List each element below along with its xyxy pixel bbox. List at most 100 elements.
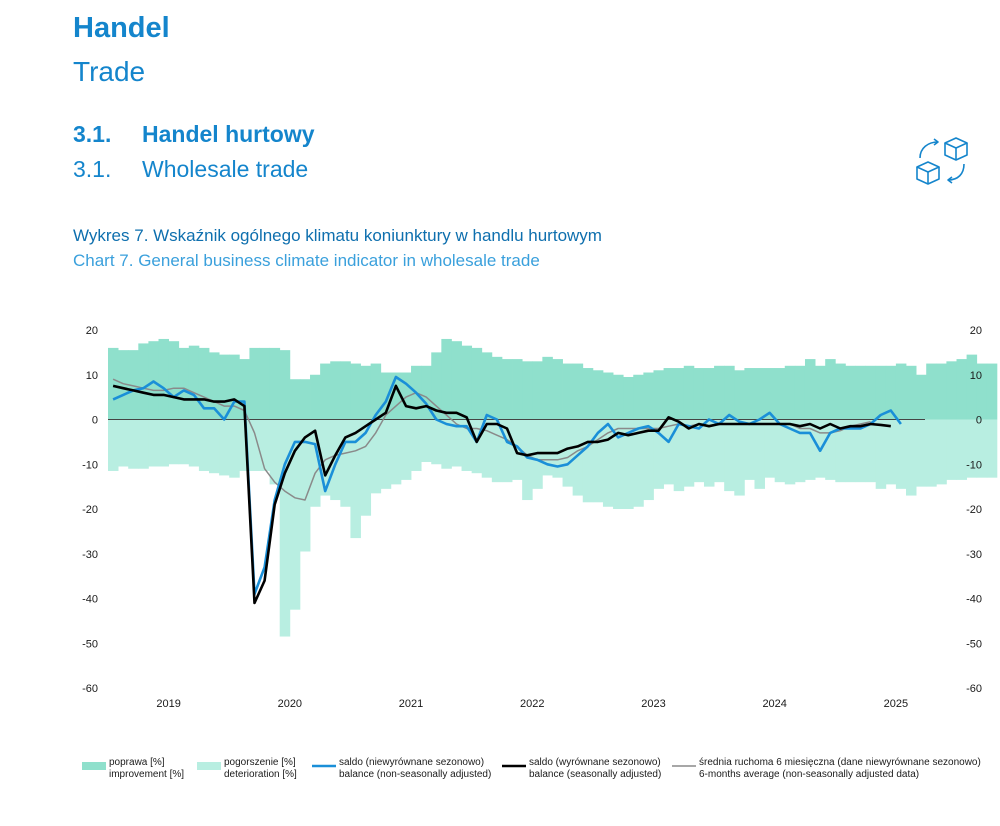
- y-tick-label-right: -40: [966, 594, 982, 606]
- deterioration-bar: [188, 419, 200, 467]
- improvement-bar: [481, 352, 493, 420]
- y-tick-label-right: -20: [966, 504, 982, 516]
- improvement-bar: [158, 338, 170, 420]
- deterioration-bar: [279, 419, 291, 637]
- deterioration-bar: [804, 419, 816, 480]
- deterioration-bar: [744, 419, 755, 480]
- improvement-bar: [633, 374, 644, 420]
- improvement-bar: [138, 343, 149, 420]
- deterioration-bar: [370, 419, 382, 494]
- improvement-bar: [683, 365, 695, 420]
- deterioration-bar: [118, 419, 129, 467]
- improvement-bar: [360, 365, 372, 420]
- improvement-bar: [380, 372, 392, 420]
- deterioration-bar: [562, 419, 574, 487]
- y-tick-label-left: -50: [82, 638, 98, 650]
- improvement-bar: [431, 352, 442, 420]
- improvement-bar: [370, 363, 382, 420]
- y-tick-label-left: 20: [86, 325, 98, 337]
- improvement-bar: [815, 365, 826, 420]
- improvement-bar: [906, 365, 917, 420]
- y-tick-label-left: -60: [82, 683, 98, 695]
- deterioration-bar: [906, 419, 917, 496]
- page-title: Handel: [73, 12, 170, 44]
- deterioration-bar: [794, 419, 806, 483]
- deterioration-bar: [259, 419, 271, 471]
- improvement-bar: [552, 359, 563, 420]
- deterioration-bars: [108, 419, 998, 637]
- deterioration-bar: [451, 419, 462, 467]
- business-climate-chart: 20 10 0 -10 -20 -30 -40 -50 -60 20 10 0 -10 -20 -30 -4…: [82, 325, 998, 710]
- chart-title-en: Chart 7. General business climate indica…: [73, 251, 540, 270]
- deterioration-bar: [764, 419, 776, 478]
- y-tick-label-right: -50: [966, 638, 982, 650]
- deterioration-bar: [178, 419, 190, 465]
- deterioration-bar: [916, 419, 927, 487]
- improvement-bar: [239, 359, 250, 420]
- deterioration-bar: [623, 419, 634, 509]
- section-number-en: 3.1.: [73, 156, 112, 182]
- section-title-pl: Handel hurtowy: [142, 121, 315, 147]
- improvement-bar: [693, 368, 705, 420]
- deterioration-bar: [148, 419, 159, 467]
- improvement-bar: [673, 368, 685, 420]
- deterioration-bar: [299, 419, 311, 552]
- deterioration-bar: [461, 419, 473, 471]
- deterioration-bar: [602, 419, 614, 507]
- y-tick-label-right: -10: [966, 459, 982, 471]
- deterioration-bar: [168, 419, 180, 465]
- deterioration-bar: [219, 419, 230, 476]
- improvement-bar: [784, 365, 796, 420]
- improvement-bar: [491, 356, 503, 420]
- deterioration-bar: [865, 419, 877, 483]
- deterioration-bar: [411, 419, 422, 471]
- deterioration-bar: [360, 419, 372, 516]
- improvement-bar: [562, 363, 574, 420]
- improvement-bar: [724, 365, 735, 420]
- improvement-bar: [825, 359, 836, 420]
- improvement-bar: [875, 365, 887, 420]
- section-number-pl: 3.1.: [73, 121, 112, 147]
- deterioration-bar: [491, 419, 503, 483]
- improvement-bar: [269, 347, 281, 420]
- x-tick-label: 2019: [156, 698, 180, 710]
- deterioration-bar: [693, 419, 705, 483]
- deterioration-bar: [572, 419, 584, 496]
- y-axis-right: 20 10 0 -10 -20 -30 -40 -50 -60: [966, 325, 982, 695]
- improvement-bar: [966, 354, 978, 420]
- deterioration-bar: [400, 419, 412, 480]
- deterioration-bar: [926, 419, 937, 487]
- deterioration-bar: [966, 419, 978, 478]
- deterioration-bar: [582, 419, 594, 503]
- improvement-bar: [592, 370, 604, 420]
- deterioration-bar: [501, 419, 513, 483]
- deterioration-bar: [198, 419, 210, 471]
- deterioration-bar: [663, 419, 675, 485]
- improvement-bar: [976, 363, 988, 420]
- legend-balance-sa-en: balance (seasonally adjusted): [529, 769, 662, 780]
- improvement-bar: [522, 361, 533, 420]
- legend-balance-nsa-pl: saldo (niewyrównane sezonowo): [339, 757, 485, 768]
- improvement-bar: [310, 374, 321, 420]
- improvement-bar: [390, 372, 402, 420]
- y-tick-label-right: 0: [976, 415, 982, 427]
- improvement-bar: [451, 341, 462, 420]
- deterioration-bar: [643, 419, 654, 501]
- x-tick-label: 2020: [278, 698, 302, 710]
- x-tick-label: 2022: [520, 698, 544, 710]
- improvement-bar: [289, 379, 301, 420]
- deterioration-bar: [229, 419, 240, 478]
- improvement-bar: [178, 347, 190, 420]
- improvement-bar: [168, 341, 180, 420]
- deterioration-bar: [512, 419, 523, 480]
- page-subtitle: Trade: [73, 56, 146, 87]
- improvement-bar: [804, 359, 816, 420]
- improvement-bar: [400, 372, 412, 420]
- legend-moving-average-pl: średnia ruchoma 6 miesięczna (dane niewy…: [699, 757, 981, 768]
- improvement-bar: [774, 368, 786, 420]
- deterioration-bar: [754, 419, 765, 489]
- x-tick-label: 2021: [399, 698, 423, 710]
- y-tick-label-right: -30: [966, 549, 982, 561]
- improvement-bar: [764, 368, 776, 420]
- improvement-bar: [330, 361, 341, 420]
